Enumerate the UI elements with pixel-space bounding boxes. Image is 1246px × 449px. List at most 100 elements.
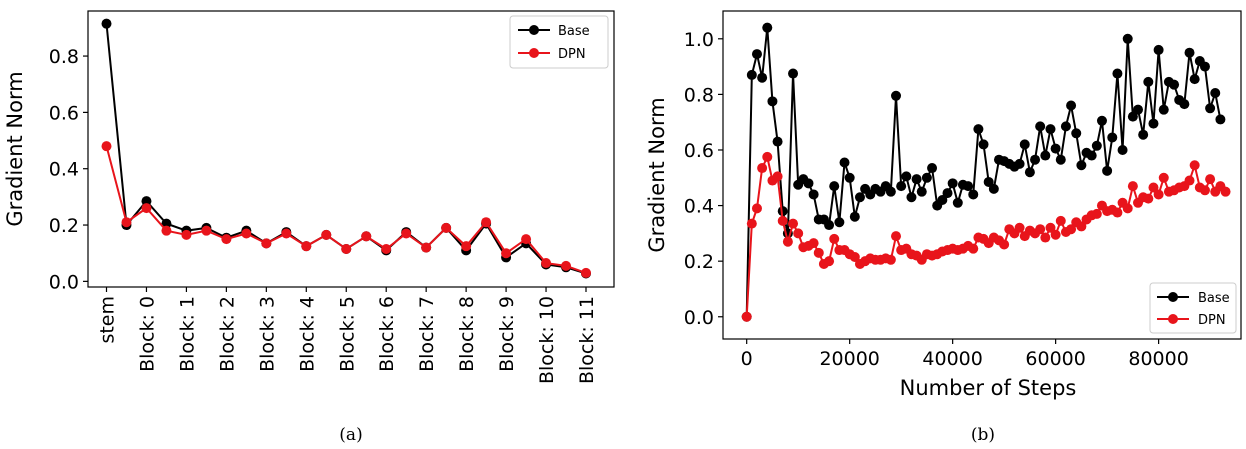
panel-b-base-point (1215, 114, 1226, 125)
panel-a-legend-dpn-marker (529, 48, 539, 58)
panel-a-dpn-point (321, 229, 332, 240)
panel-b-dpn-point (1205, 174, 1216, 185)
panel-b-base-point (952, 197, 963, 208)
panel-a-base-point (141, 196, 152, 207)
panel-b-dpn-point (1122, 203, 1133, 214)
panel-a-dpn-point (341, 243, 352, 254)
panel-a-dpn-point (101, 141, 112, 152)
panel-a-dpn-point (461, 241, 472, 252)
panel-b-base-point (1040, 150, 1051, 161)
panel-b-base-point (1148, 118, 1159, 129)
panel-b-base-point (1127, 111, 1138, 122)
panel-b-base-point (1158, 104, 1169, 115)
panel-a-x-tick-label: Block: 6 (376, 296, 398, 372)
panel-b-dpn-point (849, 252, 860, 262)
panel-b-legend-base-marker (1168, 292, 1178, 302)
panel-b-base-point (1030, 154, 1041, 165)
panel-b-base-point (1076, 160, 1087, 171)
panel-b-base-point (1210, 88, 1221, 98)
panel-a-x-tick-label: stem (97, 296, 119, 344)
panel-b-base-point (803, 178, 814, 189)
panel-a-dpn-point (421, 242, 432, 253)
panel-a-caption: (a) (339, 425, 362, 445)
panel-b-legend: Base DPN (1149, 282, 1237, 334)
panel-b-y-tick-label: 0.4 (684, 196, 714, 218)
panel-b-dpn-point (1066, 224, 1077, 235)
panel-a-dpn-point (161, 225, 172, 236)
panel-a-y-tick-label: 0.6 (49, 102, 79, 124)
panel-a-dpn-point (521, 234, 532, 245)
panel-b-base-point (927, 163, 938, 174)
panel-b-dpn-point (788, 218, 799, 229)
panel-a-y-tick-label: 0.8 (49, 46, 79, 68)
panel-b-base-point (1143, 76, 1154, 87)
panel-b-dpn-point (1189, 160, 1200, 171)
panel-b-dpn-point (885, 254, 896, 265)
panel-b-dpn-point (1045, 222, 1056, 233)
panel-b-legend-base-label: Base (1198, 291, 1230, 306)
panel-a-x-tick-label: Block: 7 (416, 296, 438, 372)
panel-b-dpn-point (1040, 232, 1051, 243)
panel-b-base-point (808, 189, 819, 200)
panel-a-legend-dpn-label: DPN (558, 47, 586, 62)
panel-b-base-line (745, 27, 1222, 317)
panel-b-base-point (1086, 150, 1097, 161)
panel-b-base-point (988, 183, 999, 194)
panel-b-base-point (1133, 104, 1144, 115)
panel-b-base-point (751, 49, 762, 60)
panel-b-legend-dpn-marker (1168, 314, 1178, 324)
panel-b-base-point (906, 192, 917, 203)
panel-b-base-point (1019, 139, 1030, 150)
panel-b-dpn-point (782, 236, 793, 247)
panel-a-legend-base-label: Base (558, 24, 590, 39)
panel-a-y-tick-label: 0.2 (49, 215, 79, 237)
panel-b-dpn-point (1220, 186, 1231, 197)
panel-b-dpn-point (777, 215, 788, 226)
panel-b-legend-dpn-label: DPN (1198, 313, 1226, 328)
panel-b-base-point (1035, 121, 1046, 132)
panel-b-y-tick-label: 0.6 (684, 140, 714, 162)
panel-b-base-point (963, 181, 974, 192)
panel-b-base-point (1205, 103, 1216, 114)
panel-b-base-point (844, 172, 855, 183)
panel-b-base-point (1091, 140, 1102, 151)
panel-b-base-point (973, 124, 984, 135)
panel-b-x-tick-label: 80000 (1128, 348, 1188, 370)
panel-a-x-tick-label: Block: 4 (296, 296, 318, 372)
panel-b-y-tick-label: 0.2 (684, 251, 714, 273)
panel-b-dpn-point (1055, 215, 1066, 226)
panel-a-y-ticks: 0.0 0.2 0.4 0.6 0.8 (49, 46, 88, 293)
panel-a-x-tick-label: Block: 0 (136, 296, 158, 372)
panel-a-dpn-point (261, 238, 272, 249)
panel-a-dpn-point (301, 241, 312, 252)
panel-a-dpn-point (361, 231, 372, 242)
panel-b-base-point (891, 90, 902, 101)
panel-a-x-tick-label: Block: 10 (536, 296, 558, 384)
panel-b-x-tick-label: 60000 (1025, 348, 1085, 370)
panel-a-x-ticks: stem Block: 0 Block: 1 Block: 2 Block: 3 Bloc… (97, 287, 598, 384)
panel-b-base-point (1024, 167, 1035, 178)
panel-b-base-point (901, 171, 912, 182)
panel-b-base-point (1045, 124, 1056, 135)
panel-b-dpn-point (891, 231, 902, 242)
panel-b-base-point (757, 72, 768, 83)
panel-b-dpn-point (1076, 221, 1087, 232)
panel-a-frame (87, 10, 615, 288)
panel-b-base-point (968, 189, 979, 200)
panel-b-base-point (762, 22, 773, 33)
panel-a-legend: Base DPN (509, 15, 609, 69)
panel-b-y-ticks: 0.0 0.2 0.4 0.6 0.8 1.0 (684, 29, 723, 329)
panel-b-dpn-point (1143, 193, 1154, 204)
panel-b-dpn-point (1127, 181, 1138, 192)
panel-a-y-axis-label: Gradient Norm (3, 71, 27, 226)
panel-b-dpn-point (1148, 182, 1159, 193)
panel-b-dpn-point (772, 171, 783, 182)
panel-a-dpn-point (561, 260, 572, 271)
panel-b-base-point (916, 186, 927, 197)
panel-b-base-point (921, 172, 932, 183)
panel-b-base-point (1153, 44, 1164, 55)
panel-b-base-point (854, 192, 865, 203)
panel-b-base-point (746, 69, 757, 80)
panel-b-x-ticks: 0 20000 40000 60000 80000 (741, 339, 1189, 370)
